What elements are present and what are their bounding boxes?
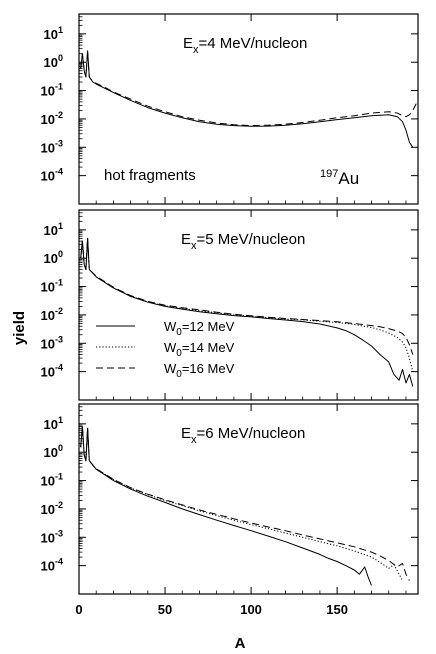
y-tick-label: 10-4 — [41, 167, 63, 184]
x-tick-label: 150 — [326, 602, 348, 617]
y-tick-label: 10-2 — [41, 306, 63, 323]
panel-title: Ex=6 MeV/nucleon — [181, 425, 305, 446]
y-tick-label: 10-3 — [41, 334, 63, 351]
series-line-dotted — [80, 426, 403, 581]
panel-2: 101 100 10-1 10-2 10-3 10-4 Ex=5 MeV/nucleon W0… — [41, 209, 419, 401]
series-line-dashed — [80, 426, 410, 581]
y-tick-label: 100 — [44, 249, 63, 266]
y-tick-label: 10-4 — [41, 557, 63, 574]
y-tick-label: 10-3 — [41, 528, 63, 545]
x-tick-label: 50 — [158, 602, 172, 617]
y-tick-label: 100 — [44, 443, 63, 460]
panel-title: Ex=4 MeV/nucleon — [183, 35, 307, 56]
y-tick-label: 101 — [44, 25, 63, 42]
panel-1: 101 100 10-1 10-2 10-3 10-4 Ex=4 MeV/nucleon ho… — [41, 13, 419, 205]
panel-3: 101 100 10-1 10-2 10-3 10-4 0 50 100 150 Ex=6 MeV/… — [41, 403, 419, 617]
y-tick-label: 101 — [44, 221, 63, 238]
x-tick-label: 100 — [240, 602, 262, 617]
plot-frame — [78, 209, 419, 401]
y-tick-label: 10-2 — [41, 110, 63, 127]
y-tick-label: 10-1 — [41, 82, 63, 99]
note-hot-fragments: hot fragments — [104, 167, 196, 184]
y-tick-label: 10-3 — [41, 138, 63, 155]
y-tick-label: 10-1 — [41, 278, 63, 295]
legend-label: W0=12 MeV — [164, 319, 235, 338]
y-tick-label: 10-4 — [41, 363, 63, 380]
x-tick-label: 0 — [75, 602, 82, 617]
y-tick-label: 101 — [44, 415, 63, 432]
series-line-dotted — [80, 237, 414, 372]
y-tick-label: 10-2 — [41, 500, 63, 517]
y-tick-label: 100 — [44, 53, 63, 70]
plot-frame — [78, 13, 419, 205]
series-line-dashed — [80, 237, 414, 355]
legend-label: W0=16 MeV — [164, 361, 235, 380]
plot-frame — [78, 403, 419, 595]
nucleus-label: 197Au — [320, 168, 359, 188]
x-axis-label: A — [235, 635, 246, 652]
series-line-solid — [80, 237, 414, 387]
legend: W0=12 MeV W0=14 MeV W0=16 MeV — [96, 319, 235, 380]
series-line-solid — [80, 426, 372, 586]
panel-title: Ex=5 MeV/nucleon — [181, 231, 305, 252]
legend-label: W0=14 MeV — [164, 340, 235, 359]
series-line-dashed — [80, 50, 417, 127]
y-axis-label: yield — [11, 311, 28, 345]
y-tick-label: 10-1 — [41, 472, 63, 489]
